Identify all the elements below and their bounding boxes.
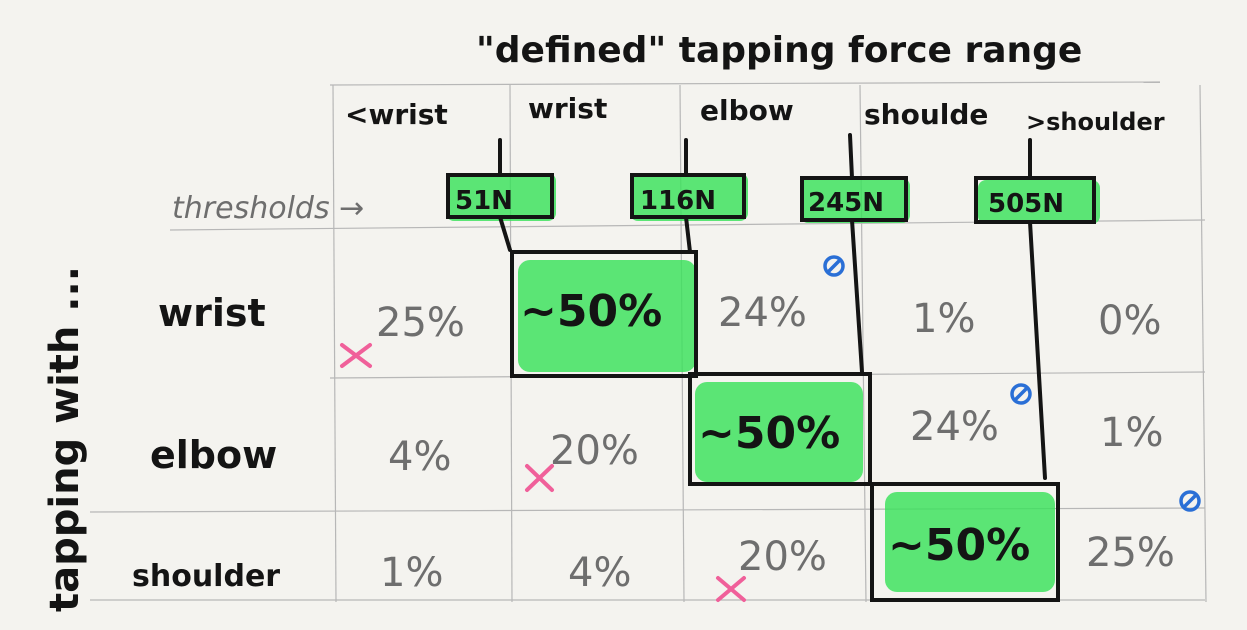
column-header: >shoulder bbox=[1026, 108, 1165, 136]
blue-circle-marks bbox=[823, 255, 1201, 512]
row-group-label: tapping with ... bbox=[42, 266, 88, 612]
threshold-value: 51N bbox=[455, 186, 513, 216]
column-header: elbow bbox=[700, 94, 794, 127]
table-cell: 25% bbox=[376, 300, 465, 346]
column-header: wrist bbox=[528, 92, 607, 125]
row-label: wrist bbox=[158, 291, 266, 335]
threshold-arrows bbox=[498, 133, 1047, 480]
diagonal-boxes bbox=[510, 250, 1060, 602]
table-row: 1% 4% 20% ~50% 25% bbox=[380, 520, 1175, 596]
table-cell: 24% bbox=[910, 404, 999, 450]
table-cell: 24% bbox=[718, 290, 807, 336]
highlights bbox=[446, 173, 1100, 592]
row-label: shoulder bbox=[132, 559, 280, 594]
pink-cross-marks bbox=[340, 343, 746, 602]
table-cell: 4% bbox=[388, 434, 451, 480]
table-cell: 1% bbox=[1100, 410, 1163, 456]
table-cell: 0% bbox=[1098, 298, 1161, 344]
table-cell: 20% bbox=[550, 428, 639, 474]
table-cell: 1% bbox=[380, 550, 443, 596]
table-cell: ~50% bbox=[888, 520, 1030, 571]
table-cell: ~50% bbox=[520, 286, 662, 337]
table-row: 4% 20% ~50% 24% 1% bbox=[388, 404, 1163, 480]
table-cell: ~50% bbox=[698, 408, 840, 459]
column-headers: <wrist wrist elbow shoulde >shoulder bbox=[345, 92, 1165, 136]
table-cell: 25% bbox=[1086, 530, 1175, 576]
threshold-values: 51N 116N 245N 505N bbox=[455, 186, 1064, 219]
table-row: 25% ~50% 24% 1% 0% bbox=[376, 286, 1161, 346]
threshold-value: 116N bbox=[640, 186, 716, 216]
table-cell: 20% bbox=[738, 534, 827, 580]
threshold-value: 245N bbox=[808, 188, 884, 218]
column-header: shoulde bbox=[864, 98, 988, 131]
table-cell: 1% bbox=[912, 296, 975, 342]
thresholds-label: thresholds → bbox=[172, 191, 364, 226]
row-label: elbow bbox=[150, 433, 277, 477]
row-labels: wrist elbow shoulder bbox=[132, 291, 280, 594]
threshold-value: 505N bbox=[988, 189, 1064, 219]
table-cell: 4% bbox=[568, 550, 631, 596]
column-header: <wrist bbox=[345, 98, 448, 131]
diagram-title: "defined" tapping force range bbox=[476, 30, 1082, 71]
pencil-grid bbox=[89, 81, 1207, 603]
